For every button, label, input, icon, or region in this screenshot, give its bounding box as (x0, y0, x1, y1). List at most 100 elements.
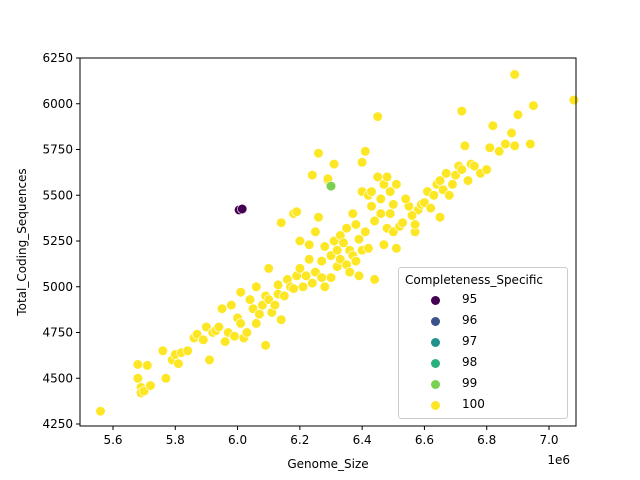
legend-label: 98 (462, 355, 478, 369)
legend-label: 97 (462, 334, 478, 348)
legend-item-98: 98 (399, 354, 567, 374)
data-point (385, 186, 396, 197)
data-point (512, 109, 524, 120)
legend: Completeness_Specific 95 96 97 98 99 100 (398, 267, 568, 419)
legend-item-95: 95 (399, 291, 567, 311)
data-point (95, 406, 106, 417)
legend-marker-icon (431, 401, 440, 410)
data-point (375, 208, 386, 219)
data-point (251, 318, 262, 329)
data-point (350, 219, 362, 230)
y-tick-label: 4750 (42, 326, 73, 340)
data-point (132, 373, 143, 384)
data-point (363, 243, 374, 254)
data-point (160, 373, 171, 384)
data-point (304, 239, 315, 250)
legend-label: 100 (462, 397, 485, 411)
data-point (142, 360, 153, 371)
data-point (525, 138, 536, 150)
data-point (307, 170, 318, 181)
data-point (487, 120, 499, 131)
data-point (216, 303, 228, 314)
data-point (279, 290, 290, 302)
data-point (391, 179, 402, 190)
data-point (357, 157, 368, 168)
data-point (273, 279, 284, 291)
x-tick-label: 6.0 (228, 433, 247, 447)
legend-title: Completeness_Specific (405, 273, 544, 287)
y-tick-label: 6000 (42, 97, 73, 111)
data-point (372, 111, 383, 122)
data-point (347, 208, 358, 219)
data-point (291, 206, 302, 217)
data-point (456, 105, 467, 117)
y-tick-label: 4250 (42, 417, 73, 431)
data-point (301, 270, 312, 281)
data-point (213, 321, 224, 333)
y-axis-ticks: 4250 4500 4750 5000 5250 5500 5750 6000 6250 (42, 51, 80, 431)
data-point (406, 210, 418, 221)
data-point (353, 270, 365, 281)
data-point (360, 146, 371, 157)
legend-marker-icon (431, 317, 440, 326)
legend-marker-icon (431, 380, 440, 389)
data-point (481, 164, 492, 175)
x-tick-label: 6.2 (290, 433, 309, 447)
x-tick-label: 7.0 (539, 433, 558, 447)
data-point (204, 354, 215, 366)
data-point (459, 140, 471, 151)
data-point (338, 237, 349, 248)
legend-label: 96 (462, 313, 478, 327)
legend-item-96: 96 (399, 312, 567, 332)
data-point (494, 146, 505, 157)
data-points (95, 69, 580, 417)
data-point (220, 336, 231, 347)
data-point (313, 148, 324, 159)
legend-marker-icon (431, 338, 440, 347)
legend-marker-icon (431, 359, 440, 368)
data-point (269, 300, 281, 311)
data-point (145, 380, 156, 391)
data-point (441, 168, 452, 179)
data-point (307, 278, 318, 289)
data-point (385, 208, 396, 219)
plot-frame (79, 57, 577, 427)
legend-item-97: 97 (399, 333, 567, 353)
data-point (360, 226, 371, 237)
data-point (319, 241, 330, 252)
data-point (391, 243, 402, 254)
data-point (237, 203, 248, 215)
data-point (369, 215, 380, 226)
y-tick-label: 5250 (42, 234, 73, 248)
data-point (410, 219, 421, 230)
data-point (263, 263, 274, 274)
data-point (506, 127, 517, 139)
data-point (297, 281, 309, 292)
data-point (447, 179, 458, 190)
data-point (568, 94, 580, 106)
data-point (313, 212, 324, 223)
y-tick-label: 5000 (42, 280, 73, 294)
data-point (235, 318, 246, 329)
data-point (397, 217, 408, 228)
axes (79, 57, 577, 427)
data-point (444, 190, 455, 201)
data-point (369, 274, 380, 285)
data-point (509, 69, 520, 80)
data-point (254, 309, 265, 320)
data-point (382, 171, 393, 182)
data-point (500, 138, 511, 150)
data-point (276, 217, 287, 228)
data-point (316, 272, 327, 283)
y-tick-label: 4500 (42, 371, 73, 385)
data-point (353, 234, 365, 245)
legend-item-99: 99 (399, 375, 567, 395)
data-point (378, 239, 390, 250)
data-point (434, 212, 446, 223)
data-point (509, 140, 520, 151)
data-point (304, 254, 315, 265)
data-point (226, 300, 237, 311)
data-point (325, 272, 337, 283)
data-point (329, 159, 340, 170)
data-point (344, 267, 355, 278)
